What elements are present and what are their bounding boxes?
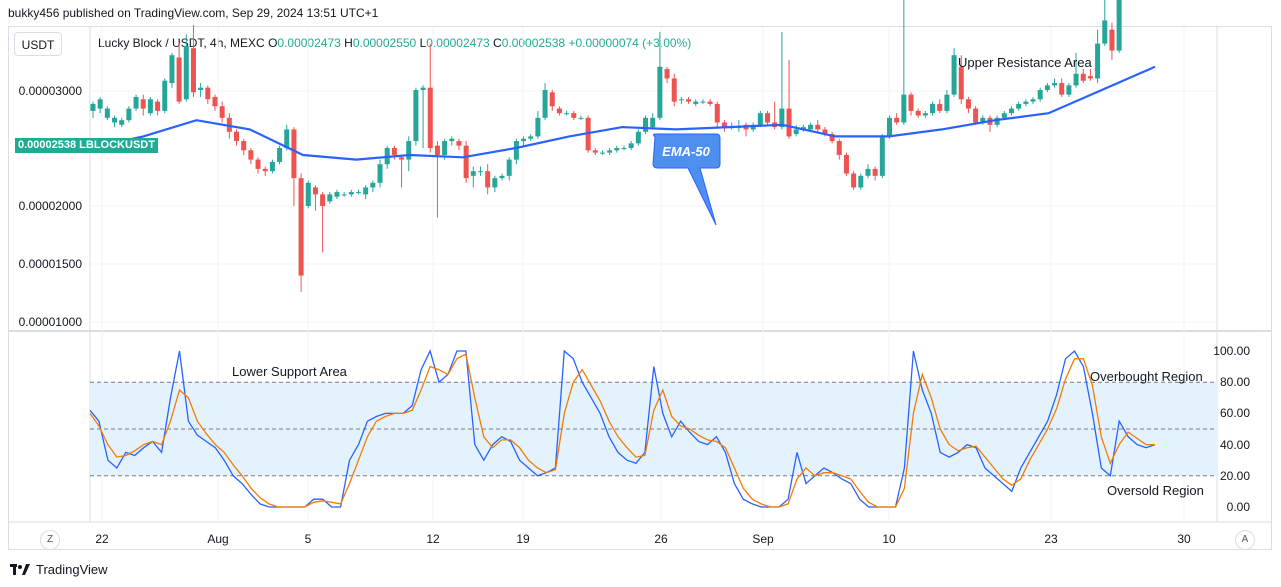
- time-tick-label: 22: [95, 532, 109, 546]
- time-tick-label: 10: [882, 532, 896, 546]
- time-tick-label: 5: [304, 532, 312, 546]
- close-label: C: [493, 36, 502, 50]
- change-value: +0.00000074 (+3.00%): [568, 36, 692, 50]
- time-tick-label: 19: [516, 532, 530, 546]
- oscillator-tick-label: 100.00: [1213, 344, 1250, 358]
- oscillator-tick-label: 0.00: [1226, 500, 1250, 514]
- price-tick-label: 0.00001500: [18, 257, 82, 271]
- high-label: H: [344, 36, 353, 50]
- tradingview-logo-icon: [10, 563, 30, 575]
- oscillator-tick-label: 60.00: [1219, 406, 1250, 421]
- tradingview-footer: TradingView: [10, 562, 108, 577]
- time-tick-label: 23: [1044, 532, 1058, 546]
- oscillator-tick-label: 40.00: [1219, 437, 1250, 452]
- open-value: 0.00002473: [277, 36, 341, 50]
- oscillator-tick-label: 80.00: [1219, 375, 1250, 390]
- auto-scale-toggle[interactable]: A: [1235, 530, 1255, 550]
- time-tick-label: Sep: [752, 532, 774, 546]
- time-tick-label: 30: [1177, 532, 1191, 546]
- open-label: O: [268, 36, 278, 50]
- low-value: 0.00002473: [426, 36, 490, 50]
- price-tick-label: 0.00002000: [18, 199, 82, 213]
- low-label: L: [419, 36, 427, 50]
- close-value: 0.00002538: [501, 36, 566, 50]
- ohlc-legend: Lucky Block / USDT, 4h, MEXC O0.00002473…: [98, 36, 691, 50]
- last-price-tag: 0.00002538 LBLOCKUSDT: [15, 138, 158, 153]
- chart-frame: [8, 26, 1272, 550]
- time-tick-label: 26: [654, 532, 668, 546]
- timezone-toggle[interactable]: Z: [40, 530, 60, 550]
- time-tick-label: 12: [426, 532, 440, 546]
- high-value: 0.00002550: [352, 36, 417, 50]
- time-tick-label: Aug: [207, 532, 229, 546]
- price-tick-label: 0.00003000: [18, 84, 82, 98]
- price-tick-label: 0.00001000: [18, 315, 82, 329]
- oscillator-tick-label: 20.00: [1219, 468, 1250, 483]
- footer-brand: TradingView: [36, 562, 108, 577]
- publisher-line: bukky456 published on TradingView.com, S…: [8, 6, 379, 20]
- symbol-title: Lucky Block / USDT, 4h, MEXC: [98, 36, 265, 50]
- currency-button[interactable]: USDT: [14, 32, 62, 56]
